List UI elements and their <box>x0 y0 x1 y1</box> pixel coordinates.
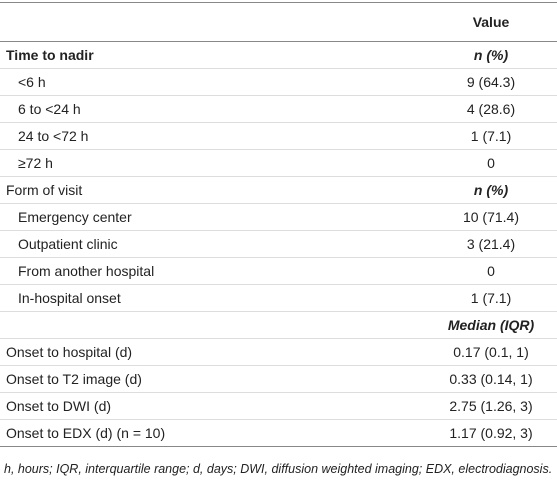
table-row: Onset to T2 image (d) 0.33 (0.14, 1) <box>0 365 557 393</box>
label-cell: ≥72 h <box>0 149 425 177</box>
table-row: Form of visit n (%) <box>0 176 557 204</box>
value-cell: 0 <box>425 149 557 177</box>
label-cell: Onset to EDX (d) (n = 10) <box>0 419 425 447</box>
table-row: In-hospital onset 1 (7.1) <box>0 284 557 312</box>
label-cell: Time to nadir <box>0 41 425 69</box>
table-row: Emergency center 10 (71.4) <box>0 203 557 231</box>
label-cell: Form of visit <box>0 176 425 204</box>
label-cell: Emergency center <box>0 203 425 231</box>
value-cell: 2.75 (1.26, 3) <box>425 392 557 420</box>
value-cell: 1 (7.1) <box>425 122 557 150</box>
table-row: Onset to DWI (d) 2.75 (1.26, 3) <box>0 392 557 420</box>
label-cell: Onset to hospital (d) <box>0 338 425 366</box>
value-cell: n (%) <box>425 41 557 69</box>
table-row: Outpatient clinic 3 (21.4) <box>0 230 557 258</box>
label-cell: 6 to <24 h <box>0 95 425 123</box>
value-cell: n (%) <box>425 176 557 204</box>
table-row: Median (IQR) <box>0 311 557 339</box>
value-cell: 1 (7.1) <box>425 284 557 312</box>
table-row: Onset to EDX (d) (n = 10) 1.17 (0.92, 3) <box>0 419 557 447</box>
value-cell: 0.33 (0.14, 1) <box>425 365 557 393</box>
table-row: Time to nadir n (%) <box>0 41 557 69</box>
label-cell: 24 to <72 h <box>0 122 425 150</box>
header-cell <box>0 2 425 42</box>
value-cell: 10 (71.4) <box>425 203 557 231</box>
value-cell: 0 <box>425 257 557 285</box>
value-cell: 3 (21.4) <box>425 230 557 258</box>
label-cell: <6 h <box>0 68 425 96</box>
footnote: h, hours; IQR, interquartile range; d, d… <box>4 462 553 476</box>
value-cell: 9 (64.3) <box>425 68 557 96</box>
label-cell <box>0 311 425 339</box>
value-cell: Median (IQR) <box>425 311 557 339</box>
table-row: From another hospital 0 <box>0 257 557 285</box>
table-row: Onset to hospital (d) 0.17 (0.1, 1) <box>0 338 557 366</box>
label-cell: Outpatient clinic <box>0 230 425 258</box>
value-cell: 1.17 (0.92, 3) <box>425 419 557 447</box>
label-cell: Onset to DWI (d) <box>0 392 425 420</box>
label-cell: In-hospital onset <box>0 284 425 312</box>
label-cell: Onset to T2 image (d) <box>0 365 425 393</box>
value-cell: 4 (28.6) <box>425 95 557 123</box>
value-cell: 0.17 (0.1, 1) <box>425 338 557 366</box>
header-cell: Value <box>425 2 557 42</box>
header-row: Value <box>0 2 557 42</box>
label-cell: From another hospital <box>0 257 425 285</box>
